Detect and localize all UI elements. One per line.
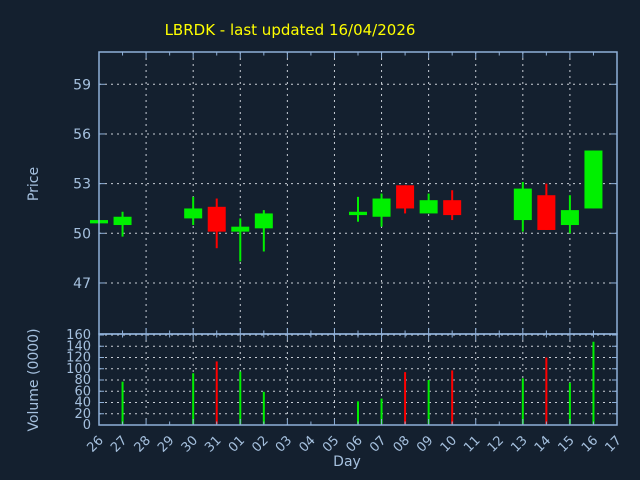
volume-tick-label: 80	[74, 373, 91, 388]
volume-tick-label: 0	[83, 418, 91, 433]
day-tick-label: 29	[155, 433, 177, 455]
day-tick-label: 05	[320, 433, 342, 455]
day-tick-label: 10	[438, 433, 460, 455]
volume-tick-label: 20	[74, 407, 91, 422]
day-tick-label: 01	[226, 433, 248, 455]
day-tick-label: 02	[249, 433, 271, 455]
candle-body	[560, 210, 579, 226]
candle-body	[231, 226, 250, 232]
day-tick-label: 14	[532, 433, 554, 455]
candle-body	[513, 188, 532, 221]
volume-tick-label: 120	[66, 351, 91, 366]
day-tick-label: 17	[603, 433, 625, 455]
day-tick-label: 26	[85, 433, 107, 455]
candle-body	[254, 213, 273, 229]
day-tick-label: 28	[132, 433, 154, 455]
candle-body	[419, 200, 438, 214]
candle-body	[349, 211, 367, 216]
day-tick-label: 27	[108, 433, 130, 455]
day-tick-label: 11	[461, 433, 483, 455]
day-tick-label: 13	[508, 433, 530, 455]
price-tick-label: 50	[73, 226, 91, 242]
candle-body	[584, 150, 603, 209]
volume-tick-label: 160	[66, 328, 91, 343]
candle-body	[207, 206, 226, 232]
day-tick-label: 15	[555, 433, 577, 455]
volume-tick-label: 100	[66, 362, 91, 377]
day-tick-label: 03	[273, 433, 295, 455]
day-tick-label: 08	[391, 433, 413, 455]
day-tick-label: 09	[414, 433, 436, 455]
volume-tick-label: 140	[66, 339, 91, 354]
day-tick-label: 06	[344, 433, 366, 455]
price-tick-label: 47	[73, 276, 91, 292]
candle-body	[372, 198, 391, 217]
day-tick-label: 04	[296, 433, 318, 455]
price-tick-label: 53	[73, 177, 91, 193]
price-tick-label: 56	[73, 127, 91, 143]
volume-tick-label: 40	[74, 396, 91, 411]
day-tick-label: 30	[179, 433, 201, 455]
price-tick-label: 59	[73, 77, 91, 93]
day-tick-label: 16	[579, 433, 601, 455]
candle-body	[113, 216, 132, 226]
candle-body	[396, 185, 415, 209]
day-tick-label: 31	[202, 433, 224, 455]
candle-body	[184, 208, 203, 219]
candle-body	[537, 195, 556, 230]
volume-tick-label: 60	[74, 384, 91, 399]
candle-body	[443, 200, 462, 216]
day-tick-label: 07	[367, 433, 389, 455]
price-panel-border	[98, 51, 618, 335]
day-tick-label: 12	[485, 433, 507, 455]
